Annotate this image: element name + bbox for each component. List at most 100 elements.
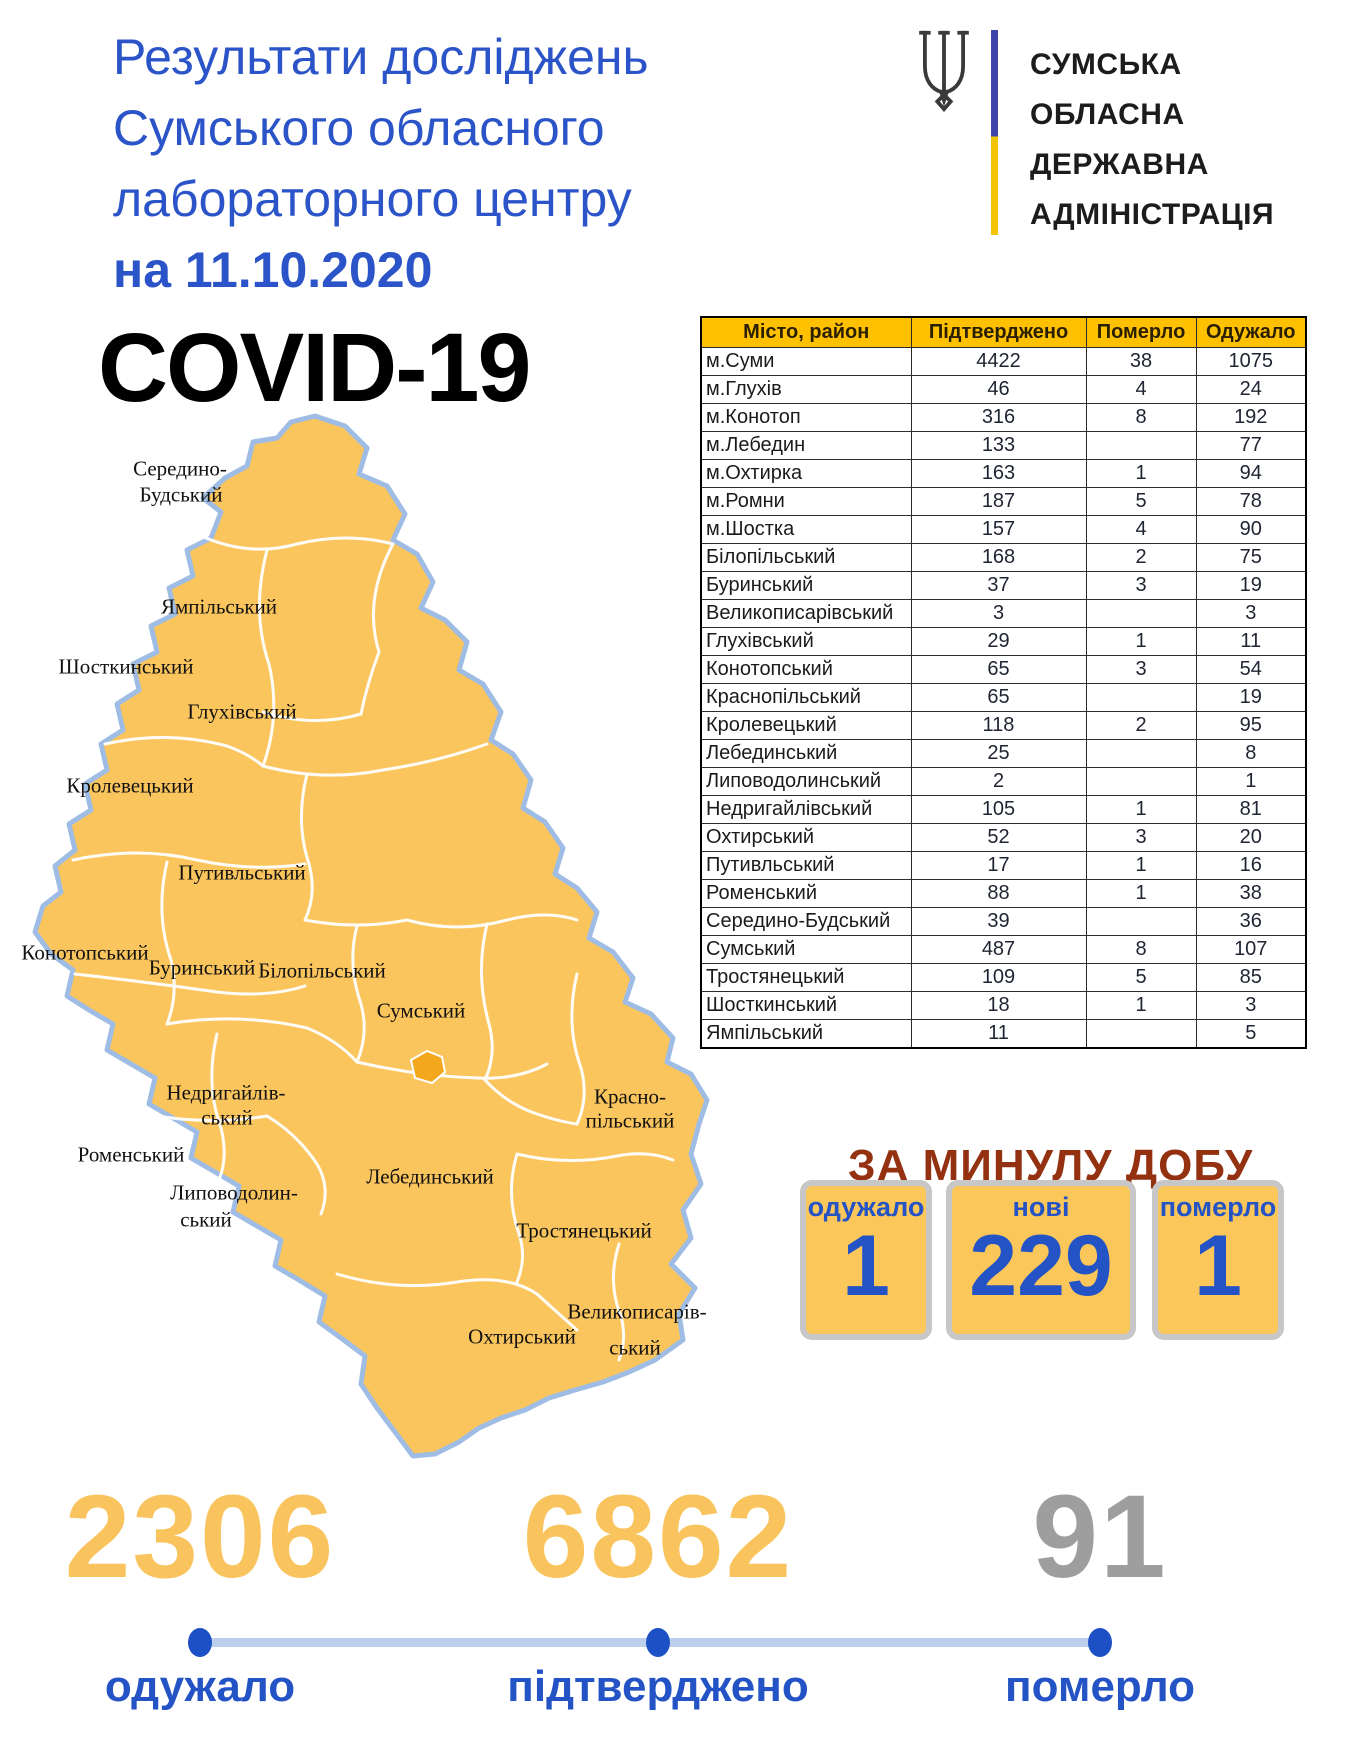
table-row: м.Глухів 46 4 24 bbox=[700, 375, 1307, 404]
value-cell: 1 bbox=[1085, 795, 1197, 824]
table-row: Путивльський 17 1 16 bbox=[700, 851, 1307, 880]
region-label: Кролевецький bbox=[66, 773, 194, 798]
value-cell: 1 bbox=[1085, 851, 1197, 880]
value-cell: 105 bbox=[910, 795, 1087, 824]
district-name-cell: Білопільський bbox=[700, 543, 912, 572]
total-label: підтверджено bbox=[507, 1662, 809, 1711]
table-row: Роменський 88 1 38 bbox=[700, 879, 1307, 908]
value-cell: 18 bbox=[910, 991, 1087, 1020]
total-column-одужало: 2306 одужало bbox=[0, 1478, 430, 1712]
value-cell: 5 bbox=[1085, 963, 1197, 992]
value-cell: 65 bbox=[910, 655, 1087, 684]
summary-box-label: одужало bbox=[807, 1192, 925, 1222]
table-header-row: Місто, район Підтверджено Померло Одужало bbox=[700, 316, 1307, 348]
district-name-cell: Кролевецький bbox=[700, 711, 912, 740]
value-cell: 1 bbox=[1085, 627, 1197, 656]
district-name-cell: Великописарівський bbox=[700, 599, 912, 628]
value-cell: 133 bbox=[910, 431, 1087, 460]
table-row: Краснопільський 65 19 bbox=[700, 683, 1307, 712]
administration-name: СУМСЬКА ОБЛАСНА ДЕРЖАВНА АДМІНІСТРАЦІЯ bbox=[1030, 40, 1274, 240]
table-header-cell: Померло bbox=[1085, 316, 1197, 348]
district-name-cell: Буринський bbox=[700, 571, 912, 600]
table-row: м.Шостка 157 4 90 bbox=[700, 515, 1307, 544]
district-name-cell: м.Суми bbox=[700, 347, 912, 376]
title-line: Результати досліджень bbox=[113, 29, 649, 85]
summary-box-label: нові bbox=[1012, 1192, 1070, 1222]
region-label: Недригайлів- bbox=[166, 1080, 286, 1105]
table-row: Середино-Будський 39 36 bbox=[700, 907, 1307, 936]
value-cell: 487 bbox=[910, 935, 1087, 964]
value-cell: 90 bbox=[1195, 515, 1307, 544]
value-cell: 46 bbox=[910, 375, 1087, 404]
value-cell: 1 bbox=[1085, 879, 1197, 908]
value-cell: 54 bbox=[1195, 655, 1307, 684]
value-cell bbox=[1085, 431, 1197, 460]
value-cell: 52 bbox=[910, 823, 1087, 852]
value-cell: 157 bbox=[910, 515, 1087, 544]
covid-19-heading: COVID-19 bbox=[98, 313, 531, 422]
region-label: Глухівський bbox=[187, 699, 297, 724]
table-row: м.Ромни 187 5 78 bbox=[700, 487, 1307, 516]
timeline-dot bbox=[1088, 1628, 1112, 1657]
value-cell: 3 bbox=[1195, 599, 1307, 628]
district-name-cell: Липоводолинський bbox=[700, 767, 912, 796]
table-row: м.Охтирка 163 1 94 bbox=[700, 459, 1307, 488]
table-row: Глухівський 29 1 11 bbox=[700, 627, 1307, 656]
table-row: Ямпільський 11 5 bbox=[700, 1019, 1307, 1049]
flag-color-bar bbox=[991, 30, 998, 235]
value-cell: 168 bbox=[910, 543, 1087, 572]
value-cell: 65 bbox=[910, 683, 1087, 712]
district-name-cell: м.Глухів bbox=[700, 375, 912, 404]
value-cell: 77 bbox=[1195, 431, 1307, 460]
value-cell: 39 bbox=[910, 907, 1087, 936]
oblast-outline bbox=[32, 413, 710, 1459]
district-name-cell: Краснопільський bbox=[700, 683, 912, 712]
region-label: Ямпільський bbox=[160, 594, 278, 619]
region-label: Шосткинський bbox=[58, 654, 194, 679]
value-cell: 95 bbox=[1195, 711, 1307, 740]
value-cell: 11 bbox=[910, 1019, 1087, 1049]
value-cell: 25 bbox=[910, 739, 1087, 768]
summary-box-value: 1 bbox=[1194, 1218, 1242, 1314]
value-cell: 11 bbox=[1195, 627, 1307, 656]
value-cell: 2 bbox=[1085, 543, 1197, 572]
value-cell: 4422 bbox=[910, 347, 1087, 376]
summary-box-нові: нові 229 bbox=[946, 1180, 1136, 1340]
org-name-line: АДМІНІСТРАЦІЯ bbox=[1030, 198, 1275, 231]
table-row: м.Суми 4422 38 1075 bbox=[700, 347, 1307, 376]
table-row: Лебединський 25 8 bbox=[700, 739, 1307, 768]
value-cell: 75 bbox=[1195, 543, 1307, 572]
region-label: Охтирський bbox=[468, 1324, 576, 1349]
summary-box-value: 1 bbox=[842, 1218, 890, 1314]
district-name-cell: Лебединський bbox=[700, 739, 912, 768]
district-name-cell: Конотопський bbox=[700, 655, 912, 684]
page-title: Результати досліджень Сумського обласного… bbox=[113, 22, 649, 306]
table-row: Великописарівський 3 3 bbox=[700, 599, 1307, 628]
value-cell: 85 bbox=[1195, 963, 1307, 992]
value-cell: 118 bbox=[910, 711, 1087, 740]
title-line: Сумського обласного bbox=[113, 100, 605, 156]
value-cell: 16 bbox=[1195, 851, 1307, 880]
value-cell bbox=[1085, 599, 1197, 628]
total-column-померло: 91 померло bbox=[870, 1478, 1330, 1712]
value-cell: 88 bbox=[910, 879, 1087, 908]
value-cell: 316 bbox=[910, 403, 1087, 432]
value-cell: 187 bbox=[910, 487, 1087, 516]
district-name-cell: Тростянецький bbox=[700, 963, 912, 992]
title-line: лабораторного центру bbox=[113, 171, 632, 227]
value-cell bbox=[1085, 767, 1197, 796]
value-cell: 29 bbox=[910, 627, 1087, 656]
table-row: Недригайлівський 105 1 81 bbox=[700, 795, 1307, 824]
region-label: Тростянецький bbox=[516, 1218, 652, 1243]
value-cell: 5 bbox=[1195, 1019, 1307, 1049]
region-label: Середино- bbox=[133, 456, 227, 481]
value-cell bbox=[1085, 1019, 1197, 1049]
table-row: Конотопський 65 3 54 bbox=[700, 655, 1307, 684]
summary-box-label: померло bbox=[1159, 1192, 1277, 1222]
summary-box-value: 229 bbox=[969, 1218, 1113, 1314]
value-cell: 3 bbox=[1085, 571, 1197, 600]
table-header-cell: Місто, район bbox=[700, 316, 912, 348]
total-label: одужало bbox=[104, 1662, 296, 1711]
table-row: Липоводолинський 2 1 bbox=[700, 767, 1307, 796]
value-cell: 1 bbox=[1085, 991, 1197, 1020]
